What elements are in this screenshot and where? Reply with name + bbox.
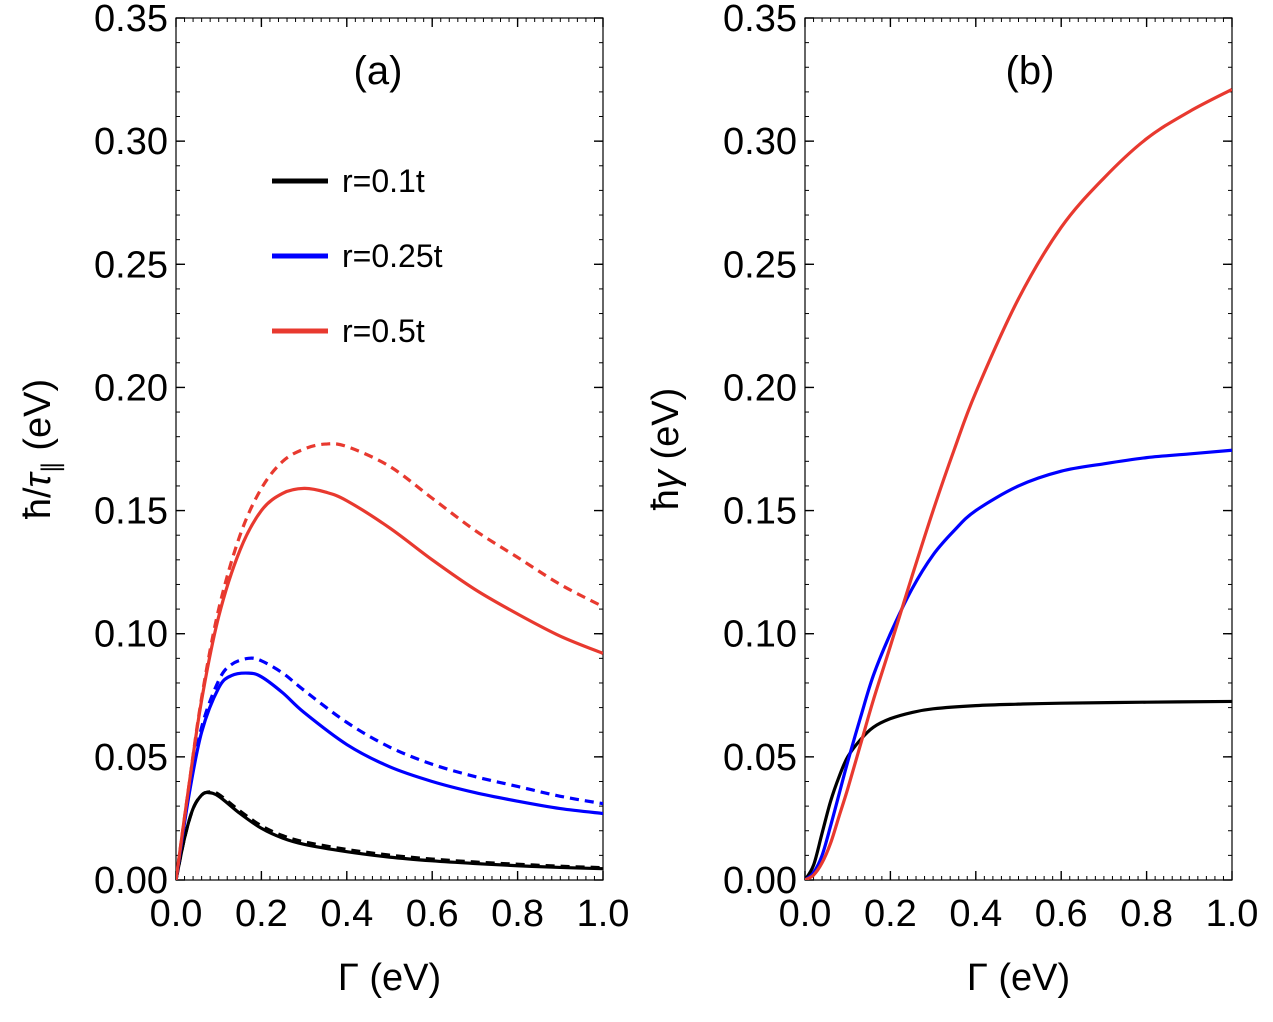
y-tick-label: 0.20 bbox=[94, 367, 168, 409]
legend-label: r=0.5t bbox=[342, 313, 425, 349]
y-tick-label: 0.35 bbox=[723, 0, 797, 40]
y-tick-label: 0.25 bbox=[94, 244, 168, 286]
y-tick-label: 0.30 bbox=[723, 121, 797, 163]
minor-ticks bbox=[804, 17, 1233, 881]
y-axis-title-prefix: ħ bbox=[645, 489, 687, 510]
y-tick-label: 0.15 bbox=[723, 491, 797, 533]
legend: r=0.1t r=0.25t r=0.5t bbox=[272, 163, 443, 349]
series-line-r-0-25t-solid bbox=[805, 448, 1232, 880]
panel-b: 0.0 0.2 0.4 0.6 0.8 1.0 0.00 0.05 0.10 0.15 0.20 0.… bbox=[645, 0, 1258, 999]
y-tick-label: 0.05 bbox=[723, 737, 797, 779]
x-tick-label: 0.2 bbox=[235, 893, 288, 935]
x-tick-label: 1.0 bbox=[577, 893, 630, 935]
series-line-r-0-25t-dashed bbox=[176, 656, 603, 880]
y-axis-title-prefix: ħ/ bbox=[17, 487, 59, 519]
x-axis-title: Γ (eV) bbox=[967, 957, 1070, 999]
series-line-r-0-5t-dashed bbox=[176, 442, 603, 880]
panel-label: (a) bbox=[354, 49, 403, 93]
x-tick-label: 0.6 bbox=[406, 893, 459, 935]
series-line-r-0-5t-solid bbox=[805, 88, 1232, 880]
series-line-r-0-1t-dashed bbox=[176, 790, 603, 880]
x-tick-label: 0.4 bbox=[949, 893, 1002, 935]
x-tick-label: 0.0 bbox=[150, 893, 203, 935]
y-tick-label: 0.30 bbox=[94, 121, 168, 163]
x-tick-label: 1.0 bbox=[1206, 893, 1259, 935]
series-line-r-0-1t-solid bbox=[805, 699, 1232, 880]
major-ticks bbox=[175, 17, 604, 881]
y-axis-title: ħ/τ∥ (eV) bbox=[17, 379, 65, 519]
x-tick-label: 0.2 bbox=[864, 893, 917, 935]
y-tick-label: 0.00 bbox=[723, 860, 797, 902]
plot-frame bbox=[804, 17, 1233, 881]
y-tick-label: 0.00 bbox=[94, 860, 168, 902]
panel-label: (b) bbox=[1006, 49, 1055, 93]
y-tick-label: 0.25 bbox=[723, 244, 797, 286]
series-line-r-0-5t-solid bbox=[176, 486, 603, 880]
y-axis-title: ħγ (eV) bbox=[645, 388, 687, 511]
y-axis-title-suffix: (eV) bbox=[645, 388, 687, 470]
y-tick-label: 0.35 bbox=[94, 0, 168, 40]
y-tick-label: 0.20 bbox=[723, 367, 797, 409]
y-tick-label: 0.15 bbox=[94, 491, 168, 533]
x-tick-label: 0.8 bbox=[1120, 893, 1173, 935]
legend-label: r=0.1t bbox=[342, 163, 425, 199]
x-tick-label: 0.4 bbox=[320, 893, 373, 935]
series-group bbox=[805, 88, 1232, 880]
y-tick-label: 0.05 bbox=[94, 737, 168, 779]
series-group bbox=[176, 442, 603, 880]
y-tick-label: 0.10 bbox=[94, 614, 168, 656]
legend-label: r=0.25t bbox=[342, 238, 443, 274]
major-ticks bbox=[804, 17, 1233, 881]
x-tick-label: 0.8 bbox=[491, 893, 544, 935]
x-axis-title: Γ (eV) bbox=[338, 957, 441, 999]
y-axis-title-subscript: ∥ bbox=[38, 461, 65, 473]
panel-a: 0.0 0.2 0.4 0.6 0.8 1.0 0.00 0.05 0.10 0.15 0.20 0.… bbox=[17, 0, 629, 999]
y-tick-label: 0.10 bbox=[723, 614, 797, 656]
minor-ticks bbox=[175, 17, 604, 881]
series-line-r-0-25t-solid bbox=[176, 671, 603, 880]
y-axis-title-suffix: (eV) bbox=[17, 379, 59, 461]
y-axis-title-symbol: γ bbox=[645, 468, 687, 489]
x-tick-label: 0.6 bbox=[1035, 893, 1088, 935]
x-tick-label: 0.0 bbox=[779, 893, 832, 935]
plot-frame bbox=[175, 17, 604, 881]
y-axis-title-symbol: τ bbox=[17, 470, 59, 487]
